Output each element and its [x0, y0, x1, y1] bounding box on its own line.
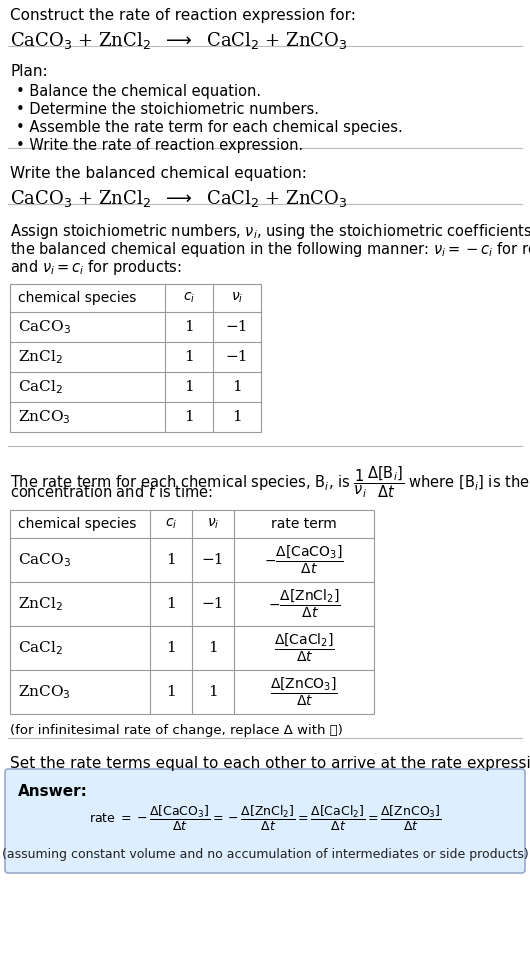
Text: 1: 1	[166, 641, 176, 655]
Text: $\dfrac{\Delta[\mathrm{ZnCO_3}]}{\Delta t}$: $\dfrac{\Delta[\mathrm{ZnCO_3}]}{\Delta …	[270, 676, 338, 709]
Text: ZnCO$_3$: ZnCO$_3$	[18, 408, 70, 426]
Text: CaCO$_3$ + ZnCl$_2$  $\longrightarrow$  CaCl$_2$ + ZnCO$_3$: CaCO$_3$ + ZnCl$_2$ $\longrightarrow$ Ca…	[10, 188, 347, 209]
Text: concentration and $t$ is time:: concentration and $t$ is time:	[10, 484, 213, 500]
Text: • Balance the chemical equation.: • Balance the chemical equation.	[16, 84, 261, 99]
Text: CaCO$_3$ + ZnCl$_2$  $\longrightarrow$  CaCl$_2$ + ZnCO$_3$: CaCO$_3$ + ZnCl$_2$ $\longrightarrow$ Ca…	[10, 30, 347, 51]
Text: The rate term for each chemical species, B$_i$, is $\dfrac{1}{\nu_i}\dfrac{\Delt: The rate term for each chemical species,…	[10, 464, 530, 500]
Text: −1: −1	[226, 350, 248, 364]
Text: 1: 1	[166, 553, 176, 567]
Text: −1: −1	[202, 597, 224, 611]
Text: rate $= -\dfrac{\Delta[\mathrm{CaCO_3}]}{\Delta t} = -\dfrac{\Delta[\mathrm{ZnCl: rate $= -\dfrac{\Delta[\mathrm{CaCO_3}]}…	[89, 804, 441, 832]
Text: CaCl$_2$: CaCl$_2$	[18, 639, 63, 657]
Text: 1: 1	[166, 597, 176, 611]
Text: $-\dfrac{\Delta[\mathrm{CaCO_3}]}{\Delta t}$: $-\dfrac{\Delta[\mathrm{CaCO_3}]}{\Delta…	[264, 544, 344, 576]
Text: the balanced chemical equation in the following manner: $\nu_i = -c_i$ for react: the balanced chemical equation in the fo…	[10, 240, 530, 259]
Text: 1: 1	[184, 350, 194, 364]
Text: 1: 1	[208, 685, 218, 699]
Bar	[10, 284, 261, 432]
Text: Answer:: Answer:	[18, 784, 88, 799]
Text: ZnCl$_2$: ZnCl$_2$	[18, 348, 63, 366]
Text: chemical species: chemical species	[18, 517, 136, 531]
Text: CaCO$_3$: CaCO$_3$	[18, 318, 71, 336]
Text: CaCl$_2$: CaCl$_2$	[18, 378, 63, 396]
FancyBboxPatch shape	[5, 769, 525, 873]
Text: Plan:: Plan:	[10, 64, 48, 79]
Text: 1: 1	[232, 410, 242, 424]
Text: $\dfrac{\Delta[\mathrm{CaCl_2}]}{\Delta t}$: $\dfrac{\Delta[\mathrm{CaCl_2}]}{\Delta …	[273, 632, 334, 664]
Text: ZnCl$_2$: ZnCl$_2$	[18, 595, 63, 612]
Text: −1: −1	[202, 553, 224, 567]
Bar	[10, 510, 374, 714]
Text: chemical species: chemical species	[18, 291, 136, 305]
Text: 1: 1	[184, 320, 194, 334]
Text: $\nu_i$: $\nu_i$	[207, 516, 219, 531]
Text: 1: 1	[184, 380, 194, 394]
Text: Assign stoichiometric numbers, $\nu_i$, using the stoichiometric coefficients, $: Assign stoichiometric numbers, $\nu_i$, …	[10, 222, 530, 241]
Text: $c_i$: $c_i$	[165, 516, 177, 531]
Text: 1: 1	[232, 380, 242, 394]
Text: 1: 1	[208, 641, 218, 655]
Text: $\nu_i$: $\nu_i$	[231, 291, 243, 305]
Text: Write the balanced chemical equation:: Write the balanced chemical equation:	[10, 166, 307, 181]
Text: • Assemble the rate term for each chemical species.: • Assemble the rate term for each chemic…	[16, 120, 403, 135]
Text: 1: 1	[166, 685, 176, 699]
Text: • Write the rate of reaction expression.: • Write the rate of reaction expression.	[16, 138, 303, 153]
Text: −1: −1	[226, 320, 248, 334]
Text: rate term: rate term	[271, 517, 337, 531]
Text: $-\dfrac{\Delta[\mathrm{ZnCl_2}]}{\Delta t}$: $-\dfrac{\Delta[\mathrm{ZnCl_2}]}{\Delta…	[268, 588, 340, 620]
Text: ZnCO$_3$: ZnCO$_3$	[18, 683, 70, 701]
Text: Set the rate terms equal to each other to arrive at the rate expression:: Set the rate terms equal to each other t…	[10, 756, 530, 771]
Text: • Determine the stoichiometric numbers.: • Determine the stoichiometric numbers.	[16, 102, 319, 117]
Text: (for infinitesimal rate of change, replace Δ with 𝑑): (for infinitesimal rate of change, repla…	[10, 724, 343, 737]
Text: CaCO$_3$: CaCO$_3$	[18, 551, 71, 568]
Text: 1: 1	[184, 410, 194, 424]
Text: (assuming constant volume and no accumulation of intermediates or side products): (assuming constant volume and no accumul…	[2, 848, 528, 860]
Text: $c_i$: $c_i$	[183, 291, 195, 305]
Text: and $\nu_i = c_i$ for products:: and $\nu_i = c_i$ for products:	[10, 258, 182, 277]
Text: Construct the rate of reaction expression for:: Construct the rate of reaction expressio…	[10, 8, 356, 23]
